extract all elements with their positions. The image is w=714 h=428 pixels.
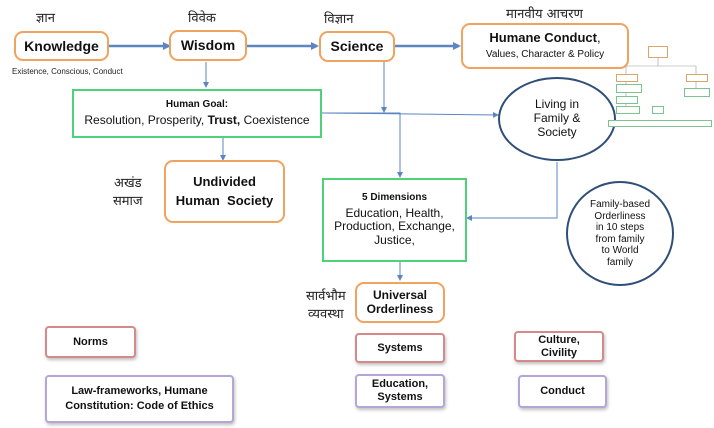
norms-box: Norms	[45, 326, 136, 358]
family-orderliness-circle: Family-based Orderliness in 10 steps fro…	[566, 181, 674, 286]
org-node	[684, 88, 710, 97]
undivided-human-society-box: Undivided Human Society	[164, 160, 285, 223]
science-box: Science	[319, 31, 395, 62]
five-dimensions-box: 5 Dimensions Education, Health, Producti…	[322, 178, 467, 262]
hindi-label-vigyan: विज्ञान	[324, 12, 354, 27]
org-node	[616, 84, 642, 93]
wisdom-box: Wisdom	[169, 30, 247, 61]
org-node	[616, 74, 638, 82]
hindi-label-vivek: विवेक	[188, 11, 216, 26]
org-node	[616, 106, 640, 114]
knowledge-subtitle: Existence, Conscious, Conduct	[12, 67, 123, 76]
hindi-label-gyan: ज्ञान	[36, 11, 55, 26]
hindi-label-sarvabhaum-vyavastha: सार्वभौम व्यवस्था	[306, 289, 346, 322]
org-node	[686, 74, 708, 82]
conduct-box: Conduct	[518, 375, 607, 408]
arrow-living-to-dimensions	[466, 162, 558, 221]
systems-box: Systems	[355, 333, 445, 363]
hindi-label-manaviya-acharan: मानवीय आचरण	[506, 7, 583, 22]
education-systems-box: Education, Systems	[355, 374, 445, 408]
knowledge-box: Knowledge	[14, 31, 109, 61]
org-node	[652, 106, 664, 114]
arrow-goal-to-dimensions	[322, 112, 403, 178]
org-node	[608, 120, 712, 127]
culture-civility-box: Culture, Civility	[514, 331, 604, 362]
org-node	[648, 46, 668, 58]
human-goal-box: Human Goal: Resolution, Prosperity, Trus…	[72, 89, 322, 138]
universal-orderliness-box: Universal Orderliness	[355, 282, 445, 323]
living-in-family-circle: Living in Family & Society	[498, 77, 616, 161]
law-frameworks-box: Law-frameworks, Humane Constitution: Cod…	[45, 375, 234, 423]
org-chart-thumbnail	[608, 44, 712, 132]
hindi-label-akhand-samaj: अखंड समाज	[113, 176, 143, 209]
org-node	[616, 96, 638, 104]
humane-conduct-box: Humane Conduct, Values, Character & Poli…	[461, 23, 629, 69]
